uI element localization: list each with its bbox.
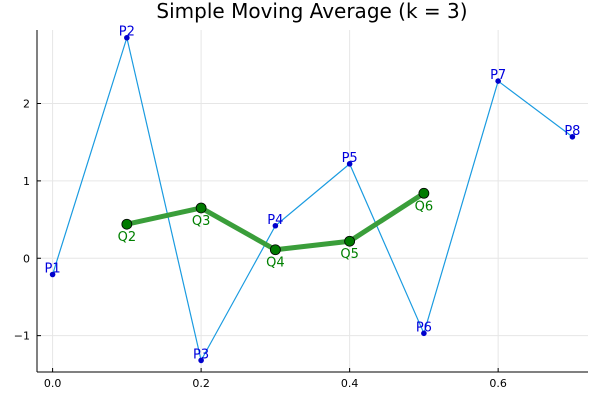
point-p-marker <box>346 161 353 167</box>
point-p-marker <box>421 330 427 337</box>
label-q3: Q3 <box>192 214 211 229</box>
series-p-line <box>52 35 573 363</box>
series <box>49 34 576 364</box>
label-q6: Q6 <box>415 199 434 214</box>
label-p2: P2 <box>119 25 135 40</box>
label-q4: Q4 <box>266 256 285 271</box>
point-p-marker <box>272 222 279 229</box>
x-tick-label: 0.0 <box>44 377 62 390</box>
point-p-marker <box>124 34 130 41</box>
x-tick-label: 0.4 <box>341 377 359 390</box>
point-p-marker <box>198 357 204 364</box>
x-tick-label: 0.6 <box>489 377 507 390</box>
point-p-marker <box>569 133 576 140</box>
label-p1: P1 <box>45 262 61 277</box>
gridlines <box>37 30 588 372</box>
label-p6: P6 <box>416 320 432 335</box>
y-tick-label: 1 <box>23 175 30 188</box>
point-q-marker <box>269 244 281 256</box>
point-p-marker <box>49 271 56 278</box>
label-p4: P4 <box>267 213 283 228</box>
point-q-marker <box>195 202 207 214</box>
y-tick-label: 2 <box>23 98 30 111</box>
point-q-marker <box>344 235 356 247</box>
label-p7: P7 <box>490 68 506 83</box>
point-p-marker <box>495 78 501 84</box>
y-tick-label: −1 <box>14 330 30 343</box>
point-q-marker <box>121 218 133 230</box>
point-q-marker <box>418 187 430 199</box>
x-tick-label: 0.2 <box>192 377 210 390</box>
chart-title: Simple Moving Average (k = 3) <box>156 0 467 23</box>
label-p5: P5 <box>342 151 358 166</box>
axes: 0.0 0.2 0.4 0.6 −1 0 1 2 <box>14 30 588 390</box>
label-p3: P3 <box>193 347 209 362</box>
label-q5: Q5 <box>340 247 359 262</box>
y-tick-label: 0 <box>23 252 30 265</box>
point-labels: P1 P2 P3 P4 P5 P6 P7 P8 Q2 Q3 Q4 Q5 Q6 <box>45 25 581 363</box>
label-p8: P8 <box>564 124 580 139</box>
label-q2: Q2 <box>118 230 137 245</box>
